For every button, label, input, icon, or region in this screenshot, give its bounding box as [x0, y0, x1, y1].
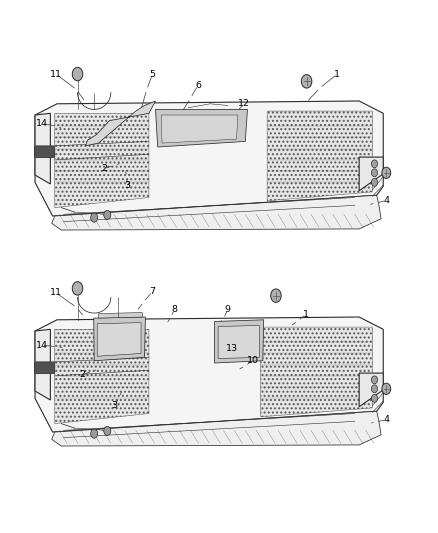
Polygon shape: [155, 109, 247, 147]
Polygon shape: [99, 312, 142, 318]
Text: 13: 13: [226, 344, 238, 353]
Text: 3: 3: [124, 181, 130, 190]
Circle shape: [104, 426, 111, 435]
Text: 4: 4: [384, 415, 390, 424]
Polygon shape: [359, 373, 383, 407]
Text: 5: 5: [149, 70, 155, 78]
Polygon shape: [55, 329, 149, 424]
Polygon shape: [218, 326, 259, 359]
Polygon shape: [35, 114, 50, 184]
Text: 10: 10: [247, 356, 259, 365]
Text: 9: 9: [225, 305, 231, 314]
Polygon shape: [35, 329, 50, 400]
Text: 14: 14: [35, 341, 48, 350]
Polygon shape: [55, 114, 149, 207]
Text: 2: 2: [79, 370, 85, 379]
Polygon shape: [35, 101, 383, 216]
Circle shape: [382, 383, 391, 394]
Polygon shape: [52, 195, 381, 230]
Circle shape: [104, 211, 111, 220]
Polygon shape: [215, 320, 264, 363]
Circle shape: [371, 179, 378, 186]
Circle shape: [271, 289, 281, 302]
Text: 2: 2: [101, 164, 107, 173]
Text: 14: 14: [35, 119, 48, 128]
Circle shape: [382, 167, 391, 179]
Text: 11: 11: [50, 70, 62, 78]
Polygon shape: [161, 115, 238, 143]
Polygon shape: [97, 322, 141, 356]
Circle shape: [72, 281, 83, 295]
Polygon shape: [267, 111, 372, 201]
Text: 7: 7: [149, 287, 155, 296]
Circle shape: [371, 385, 378, 393]
Polygon shape: [85, 101, 155, 146]
Circle shape: [371, 394, 378, 402]
Polygon shape: [52, 411, 381, 446]
Polygon shape: [94, 317, 145, 361]
Text: 6: 6: [195, 81, 201, 90]
Circle shape: [91, 429, 98, 438]
Text: 8: 8: [171, 305, 177, 314]
Text: 1: 1: [334, 70, 340, 78]
Polygon shape: [261, 327, 372, 417]
Circle shape: [371, 169, 378, 177]
Circle shape: [301, 75, 312, 88]
Circle shape: [371, 376, 378, 384]
FancyBboxPatch shape: [35, 146, 55, 158]
FancyBboxPatch shape: [35, 362, 55, 374]
Text: 4: 4: [384, 196, 390, 205]
Polygon shape: [35, 317, 383, 432]
Text: 11: 11: [50, 288, 62, 297]
Polygon shape: [359, 157, 383, 191]
Text: 12: 12: [238, 99, 251, 108]
Circle shape: [371, 160, 378, 168]
Text: 1: 1: [303, 310, 309, 319]
Circle shape: [91, 213, 98, 222]
Text: 3: 3: [112, 401, 118, 409]
Circle shape: [72, 67, 83, 81]
